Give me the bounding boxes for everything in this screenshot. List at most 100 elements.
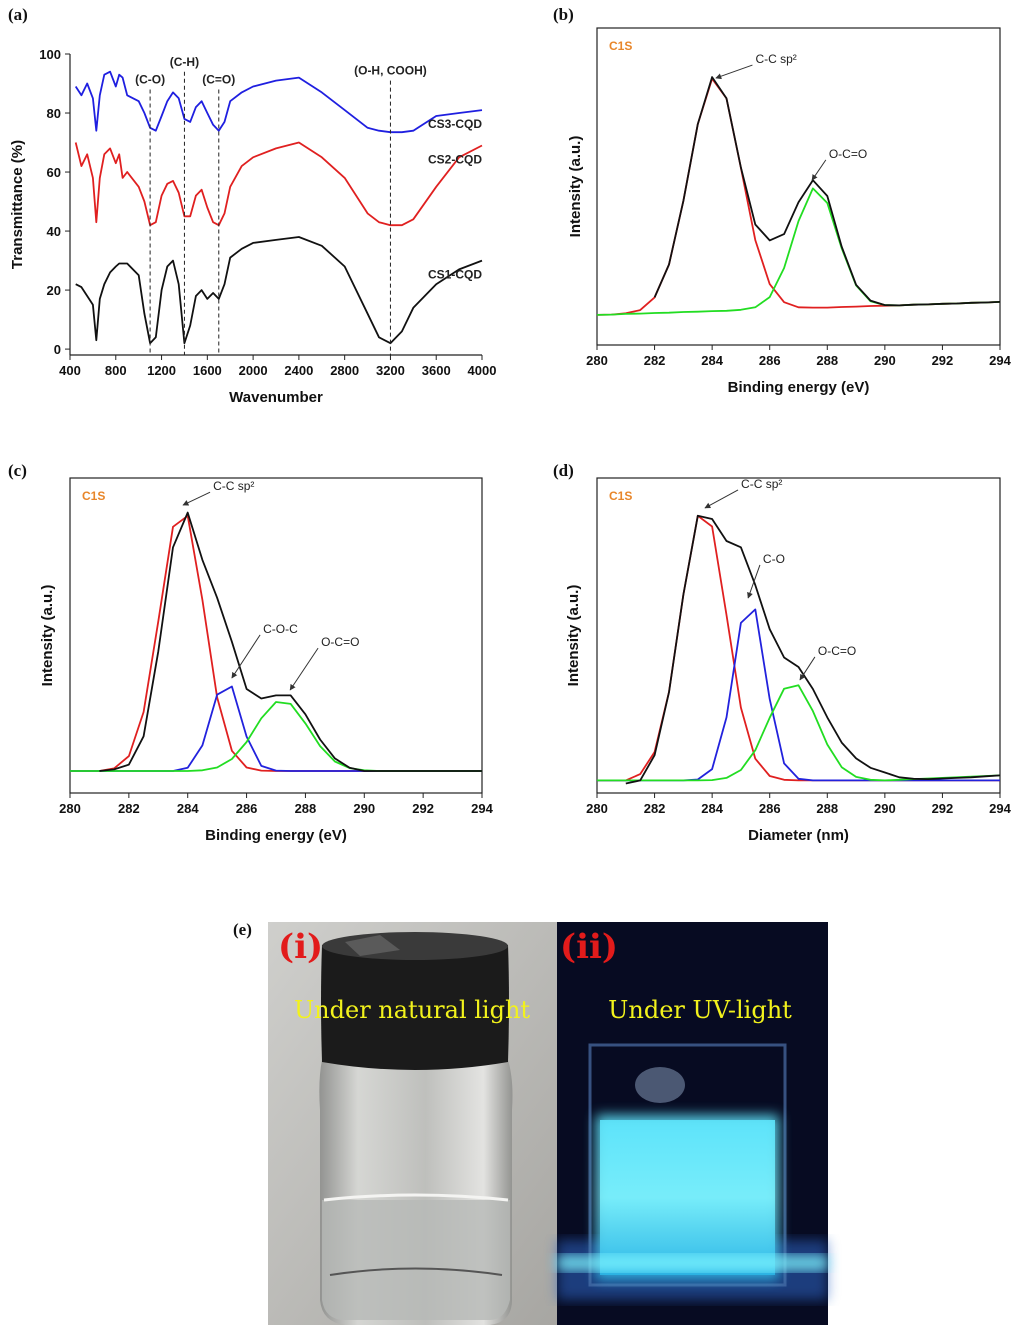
series-line — [596, 187, 1001, 316]
y-tick-label: 100 — [39, 47, 61, 62]
panel-label: (d) — [553, 461, 574, 480]
panel-note: C1S — [609, 39, 632, 53]
annotation-label: (O-H, COOH) — [354, 64, 427, 78]
x-tick-label: 288 — [816, 801, 838, 816]
annotation-label: C-C sp² — [741, 477, 782, 491]
x-tick-label: 4000 — [468, 363, 497, 378]
x-axis-title: Diameter (nm) — [748, 827, 849, 844]
x-tick-label: 282 — [644, 801, 666, 816]
annotation-arrow — [799, 656, 816, 681]
x-tick-label: 284 — [701, 353, 723, 368]
panel-note: C1S — [609, 489, 632, 503]
annotation-arrow — [231, 634, 261, 679]
series-line — [99, 511, 482, 772]
series-label: CS1-CQD — [428, 268, 482, 282]
annotation-arrow — [811, 159, 827, 181]
x-tick-label: 2000 — [239, 363, 268, 378]
x-tick-label: 800 — [105, 363, 127, 378]
annotation-arrow — [715, 64, 753, 80]
plot-frame — [69, 477, 483, 794]
annotation-label: (C=O) — [202, 73, 235, 87]
y-tick-label: 20 — [47, 283, 61, 298]
x-tick-label: 294 — [989, 801, 1011, 816]
x-tick-label: 1200 — [147, 363, 176, 378]
x-axis-title: Binding energy (eV) — [728, 379, 870, 396]
annotation-label: O-C=O — [829, 147, 867, 161]
photo-panel: (e) (i) Under natural light (ii) Under U… — [233, 920, 828, 1325]
annotation-label: (C-H) — [170, 55, 199, 69]
x-tick-label: 286 — [759, 353, 781, 368]
panel-label: (c) — [8, 461, 27, 480]
series-line — [653, 76, 1001, 307]
photo-uv-light: (ii) Under UV-light — [557, 922, 828, 1325]
x-tick-label: 284 — [177, 801, 199, 816]
annotation-label: O-C=O — [321, 635, 359, 649]
series-line — [74, 141, 483, 227]
series-line — [70, 514, 482, 772]
y-tick-label: 60 — [47, 165, 61, 180]
annotation-label: C-C sp² — [213, 479, 254, 493]
x-tick-label: 280 — [59, 801, 81, 816]
y-tick-label: 0 — [54, 342, 61, 357]
panel: (d) 280 282 284 286 288 290 292 294 Diameter (nm)… — [553, 461, 1012, 844]
x-tick-label: 286 — [759, 801, 781, 816]
x-tick-label: 290 — [874, 353, 896, 368]
series-line — [597, 608, 1000, 782]
x-tick-label: 288 — [816, 353, 838, 368]
x-tick-label: 3200 — [376, 363, 405, 378]
series-label: CS3-CQD — [428, 117, 482, 131]
x-tick-label: 282 — [644, 353, 666, 368]
x-tick-label: 284 — [701, 801, 723, 816]
y-tick-label: 80 — [47, 106, 61, 121]
panel: (b) 280 282 284 286 288 290 292 294 Binding energ… — [553, 5, 1012, 396]
annotation-arrow — [704, 489, 739, 509]
panel: (a)400 800 1200 1600 2000 2400 2800 3200 3600 400… — [8, 5, 496, 406]
photo-caption: Under natural light — [294, 996, 530, 1024]
series-line — [625, 514, 1001, 785]
series-line — [597, 684, 1001, 782]
photo-label: (ii) — [560, 927, 618, 967]
photo-caption: Under UV-light — [608, 996, 792, 1024]
x-tick-label: 400 — [59, 363, 81, 378]
series-line — [75, 236, 483, 345]
x-tick-label: 280 — [586, 353, 608, 368]
annotation-arrow — [182, 491, 211, 506]
x-tick-label: 2400 — [284, 363, 313, 378]
x-tick-label: 294 — [989, 353, 1011, 368]
x-tick-label: 280 — [586, 801, 608, 816]
photo-natural-light: (i) Under natural light — [268, 922, 557, 1325]
panel-label: (a) — [8, 5, 28, 24]
x-tick-label: 292 — [412, 801, 434, 816]
y-axis-title: Intensity (a.u.) — [567, 136, 584, 238]
x-tick-label: 292 — [932, 801, 954, 816]
x-tick-label: 286 — [236, 801, 258, 816]
series-label: CS2-CQD — [428, 152, 482, 166]
x-tick-label: 288 — [295, 801, 317, 816]
panel-label: (e) — [233, 920, 252, 939]
y-axis-title: Intensity (a.u.) — [565, 585, 582, 687]
annotation-label: O-C=O — [818, 644, 856, 658]
annotation-label: C-O — [763, 552, 785, 566]
annotation-label: (C-O) — [135, 73, 165, 87]
y-axis-title: Intensity (a.u.) — [39, 585, 56, 687]
x-tick-label: 1600 — [193, 363, 222, 378]
x-axis-title: Wavenumber — [229, 389, 323, 406]
plot-frame — [596, 27, 1001, 346]
x-tick-label: 3600 — [422, 363, 451, 378]
plot-frame — [596, 477, 1001, 794]
x-tick-label: 2800 — [330, 363, 359, 378]
x-tick-label: 292 — [932, 353, 954, 368]
annotation-label: C-O-C — [263, 622, 298, 636]
annotation-label: C-C sp² — [755, 52, 796, 66]
annotation-arrow — [747, 564, 761, 599]
x-tick-label: 290 — [874, 801, 896, 816]
series-line — [596, 77, 1001, 316]
x-tick-label: 290 — [353, 801, 375, 816]
panel-label: (b) — [553, 5, 574, 24]
panel-note: C1S — [82, 489, 105, 503]
annotation-arrow — [289, 647, 319, 691]
x-axis-title: Binding energy (eV) — [205, 827, 347, 844]
photo-label: (i) — [278, 927, 323, 967]
series-line — [74, 70, 483, 134]
